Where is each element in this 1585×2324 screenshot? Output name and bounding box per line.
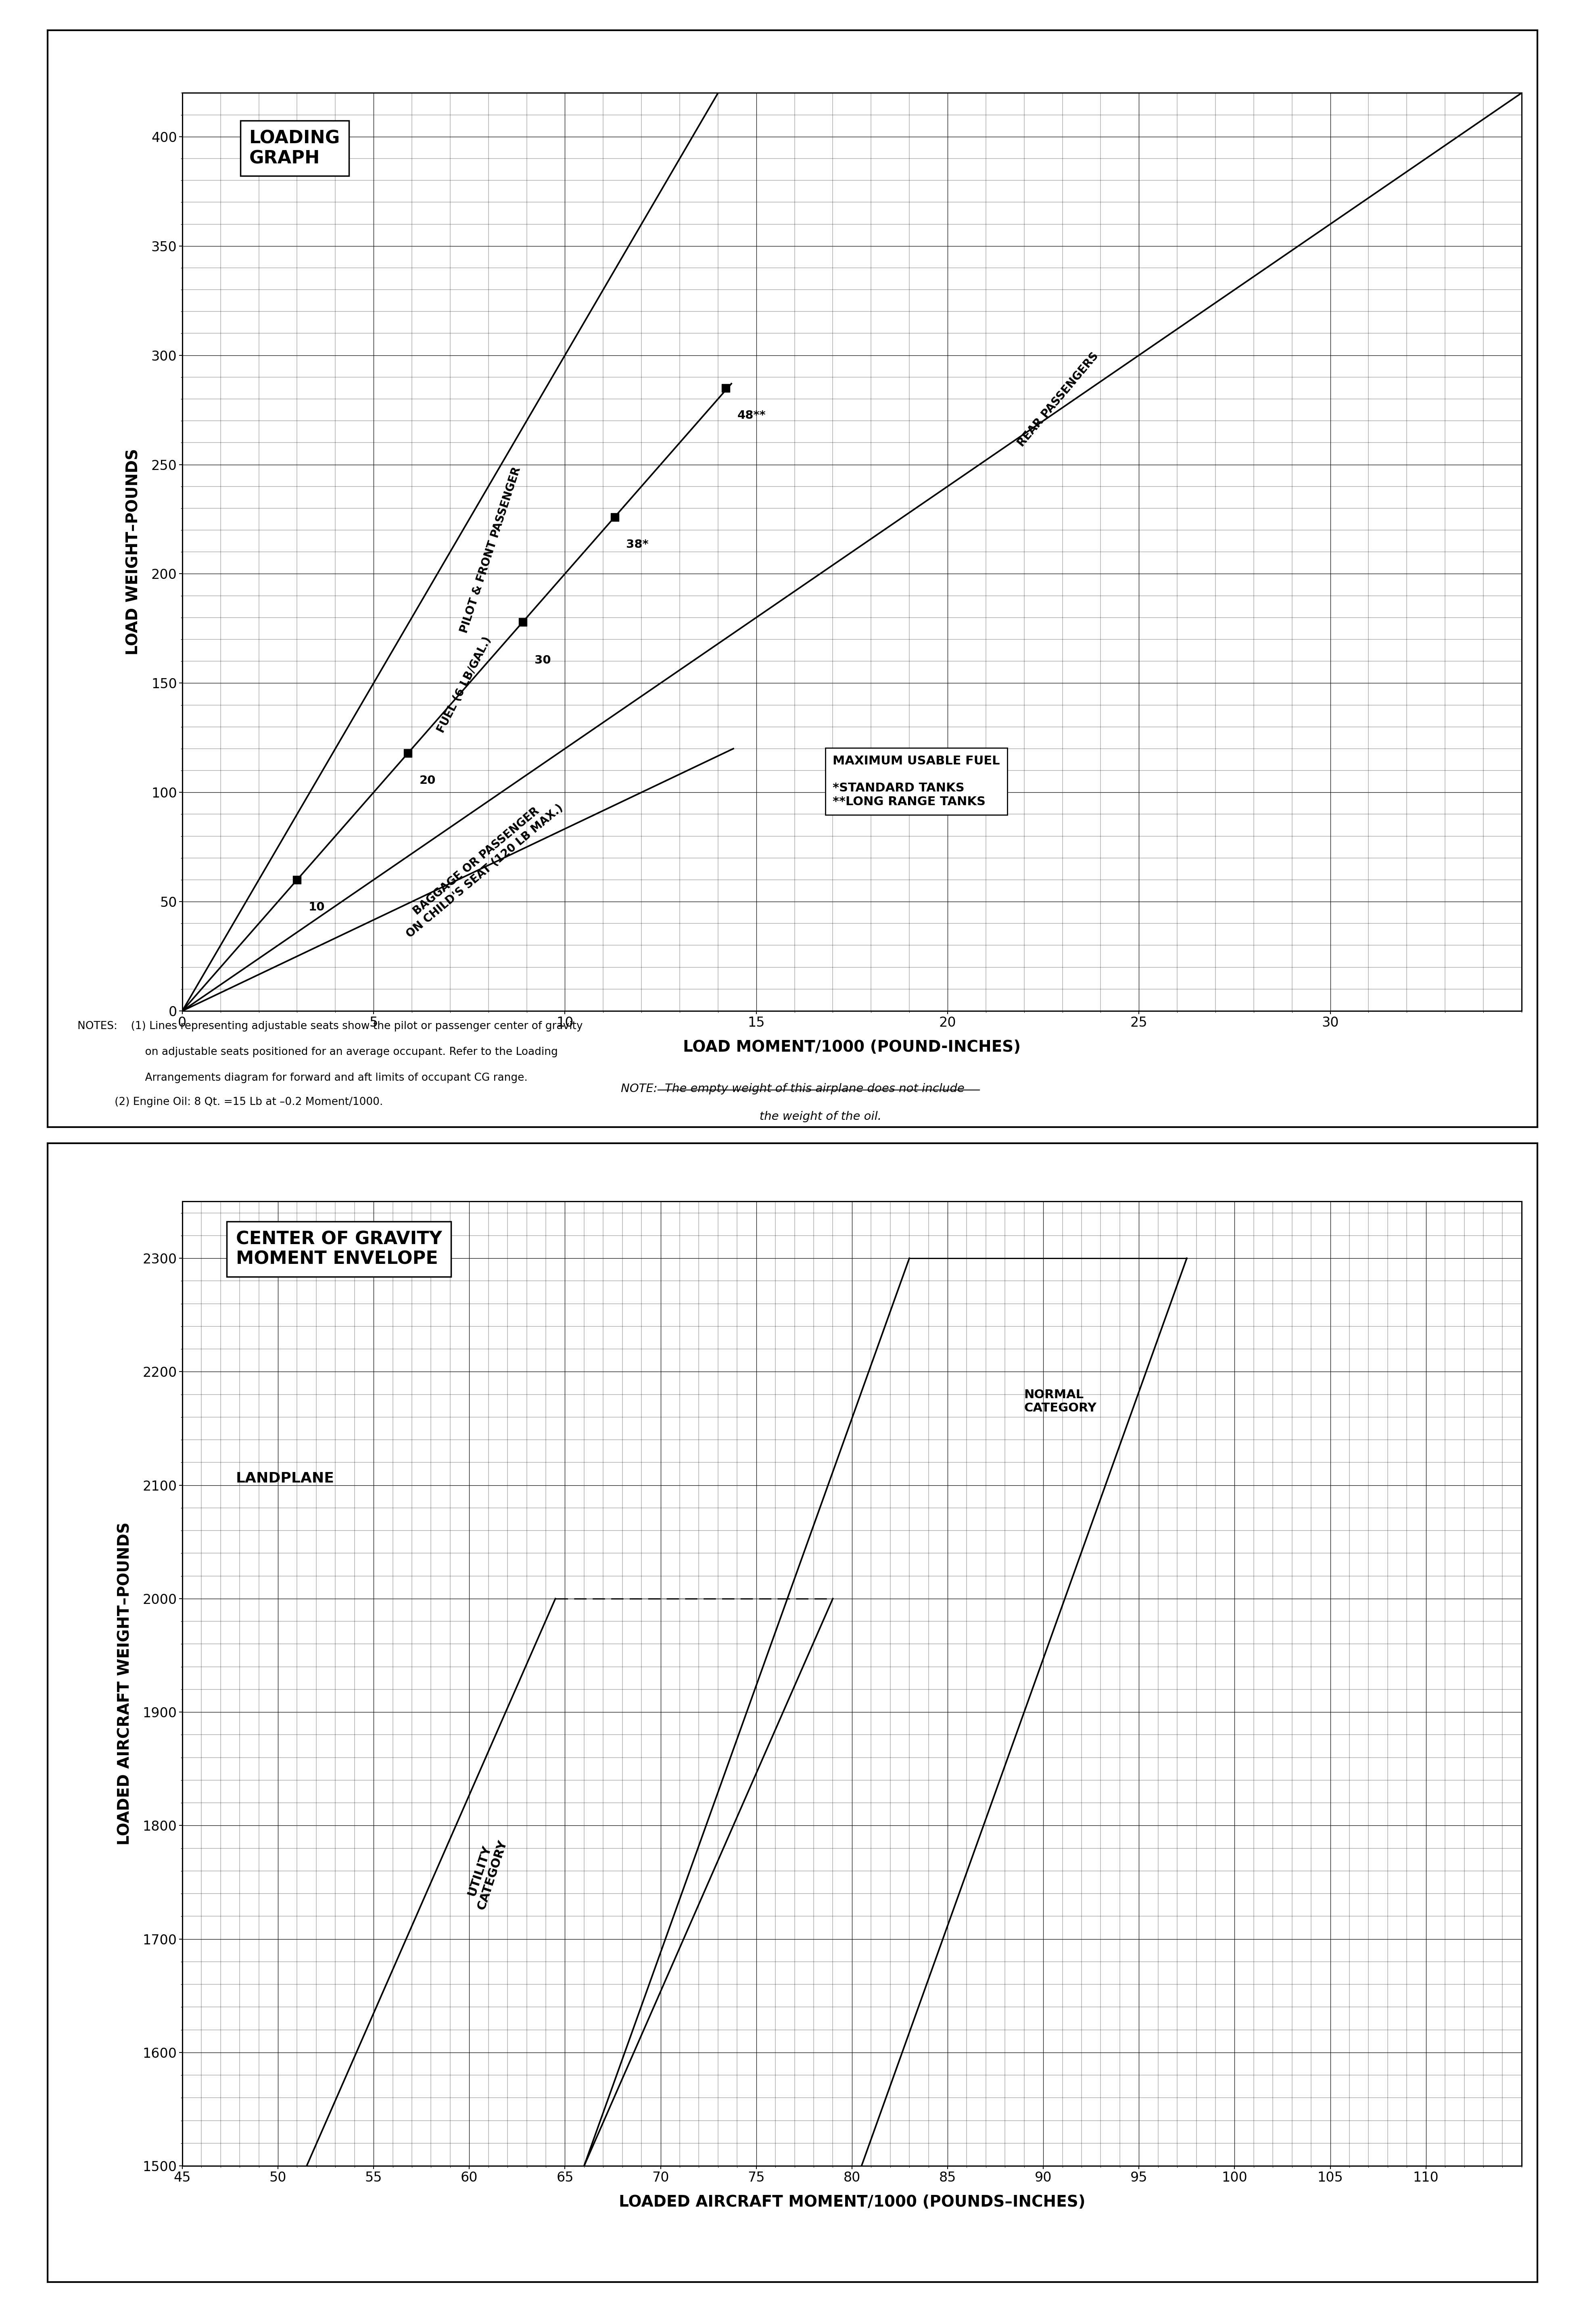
X-axis label: LOADED AIRCRAFT MOMENT/1000 (POUNDS–INCHES): LOADED AIRCRAFT MOMENT/1000 (POUNDS–INCH… — [618, 2194, 1086, 2210]
Text: LANDPLANE: LANDPLANE — [236, 1471, 334, 1485]
Text: NORMAL
CATEGORY: NORMAL CATEGORY — [1024, 1390, 1097, 1413]
Text: the weight of the oil.: the weight of the oil. — [704, 1111, 881, 1122]
Y-axis label: LOADED AIRCRAFT WEIGHT–POUNDS: LOADED AIRCRAFT WEIGHT–POUNDS — [117, 1522, 133, 1845]
X-axis label: LOAD MOMENT/1000 (POUND-INCHES): LOAD MOMENT/1000 (POUND-INCHES) — [683, 1039, 1021, 1055]
Text: MAXIMUM USABLE FUEL

*STANDARD TANKS
**LONG RANGE TANKS: MAXIMUM USABLE FUEL *STANDARD TANKS **LO… — [832, 755, 1000, 809]
Text: PILOT & FRONT PASSENGER: PILOT & FRONT PASSENGER — [458, 465, 523, 634]
Text: BAGGAGE OR PASSENGER
ON CHILD'S SEAT (120 LB MAX.): BAGGAGE OR PASSENGER ON CHILD'S SEAT (12… — [396, 792, 566, 939]
Text: 10: 10 — [309, 902, 325, 913]
Y-axis label: LOAD WEIGHT–POUNDS: LOAD WEIGHT–POUNDS — [125, 449, 141, 655]
Text: UTILITY
CATEGORY: UTILITY CATEGORY — [463, 1834, 509, 1910]
Text: 48**: 48** — [737, 409, 766, 421]
Text: NOTES:    (1) Lines representing adjustable seats show the pilot or passenger ce: NOTES: (1) Lines representing adjustable… — [78, 1020, 583, 1032]
Text: LOADING
GRAPH: LOADING GRAPH — [249, 130, 341, 167]
Text: 20: 20 — [420, 774, 436, 786]
Text: REAR PASSENGERS: REAR PASSENGERS — [1016, 351, 1100, 449]
Text: NOTE:  The empty weight of this airplane does not include: NOTE: The empty weight of this airplane … — [621, 1083, 964, 1095]
Text: FUEL (6 LB/GAL.): FUEL (6 LB/GAL.) — [436, 634, 493, 734]
Text: 38*: 38* — [626, 539, 648, 551]
Text: CENTER OF GRAVITY
MOMENT ENVELOPE: CENTER OF GRAVITY MOMENT ENVELOPE — [236, 1229, 442, 1269]
Text: Arrangements diagram for forward and aft limits of occupant CG range.: Arrangements diagram for forward and aft… — [78, 1071, 528, 1083]
Text: 30: 30 — [534, 655, 550, 667]
Text: (2) Engine Oil: 8 Qt. =15 Lb at –0.2 Moment/1000.: (2) Engine Oil: 8 Qt. =15 Lb at –0.2 Mom… — [78, 1097, 384, 1109]
Text: on adjustable seats positioned for an average occupant. Refer to the Loading: on adjustable seats positioned for an av… — [78, 1046, 558, 1057]
